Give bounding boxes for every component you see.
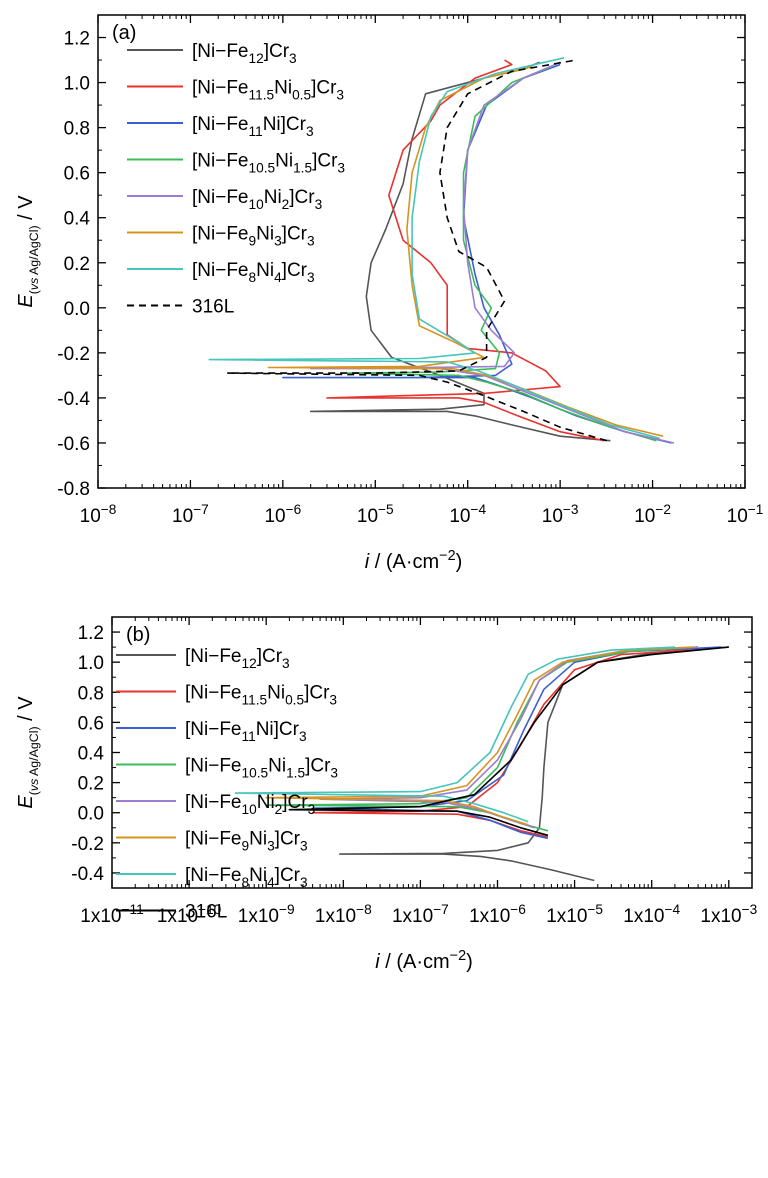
series-line-ni-fe12-cr3 <box>309 61 611 442</box>
legend: [Ni−Fe12]Cr3​ [Ni−Fe11.5Ni0.5]Cr3​ [Ni−Fe1… <box>116 646 338 923</box>
y-tick-label: 0.2 <box>78 774 104 795</box>
y-tick-label: 0.0 <box>78 804 104 825</box>
x-tick-label: 1x10−4​ <box>623 902 680 927</box>
x-tick-label: 10−8​ <box>80 502 117 527</box>
y-tick-label: -0.4 <box>71 864 104 885</box>
series-line-316l <box>288 646 729 837</box>
y-tick-label: -0.2 <box>57 344 90 365</box>
x-tick-label: 1x10−5​ <box>546 902 603 927</box>
legend-label-ni-fe10ni2-cr3: [Ni−Fe10Ni2]Cr3​ <box>192 187 322 212</box>
legend-label-ni-fe10-5ni1-5-cr3: [Ni−Fe10.5Ni1.5]Cr3​ <box>185 756 338 781</box>
legend-label-ni-fe12-cr3: [Ni−Fe12]Cr3​ <box>192 41 297 66</box>
series-line-ni-fe8ni4-cr3 <box>208 57 661 440</box>
series-line-ni-fe10ni2-cr3 <box>309 61 675 444</box>
x-tick-label: 10−2​ <box>634 502 671 527</box>
x-tick-label: 10−5​ <box>357 502 394 527</box>
legend-label-ni-fe10-5ni1-5-cr3: [Ni−Fe10.5Ni1.5]Cr3​ <box>192 151 345 176</box>
legend-label-ni-fe9ni3-cr3: [Ni−Fe9Ni3]Cr3​ <box>192 224 315 249</box>
legend-label-316l: 316L <box>192 297 234 318</box>
x-tick-label: 1x10−6​ <box>469 902 526 927</box>
y-tick-label: 1.0 <box>78 653 104 674</box>
y-tick-label: 0.8 <box>78 683 104 704</box>
y-tick-label: 0.8 <box>64 119 90 140</box>
x-tick-label: 1x10−3​ <box>700 902 757 927</box>
y-tick-label: 1.0 <box>64 74 90 95</box>
panel-label: (b) <box>126 624 150 646</box>
x-tick-label: 1x10−7​ <box>392 902 449 927</box>
y-tick-label: -0.6 <box>57 434 90 455</box>
x-tick-label: 10−1​ <box>727 502 764 527</box>
legend-label-ni-fe8ni4-cr3: [Ni−Fe8Ni4]Cr3​ <box>185 865 308 890</box>
x-tick-label: 10−4​ <box>449 502 486 527</box>
series-line-ni-fe12-cr3 <box>339 649 689 882</box>
x-tick-label: 1x10−9​ <box>238 902 295 927</box>
y-tick-label: 0.6 <box>64 164 90 185</box>
series-line-ni-fe10-5ni1-5-cr3 <box>346 66 657 442</box>
x-tick-label: 1x10−11​ <box>80 902 143 927</box>
series-line-ni-fe10ni2-cr3 <box>319 646 699 829</box>
legend-label-316l: 316L <box>185 902 227 923</box>
y-axis-title: E(vs Ag/AgCl) / V <box>15 696 41 809</box>
y-tick-label: 0.6 <box>78 713 104 734</box>
legend: [Ni−Fe12]Cr3​ [Ni−Fe11.5Ni0.5]Cr3​ [Ni−Fe1… <box>127 41 345 318</box>
panel-b: 1x10−11​1x10−10​1x10−9​1x10−8​1x10−7​1x1… <box>15 616 757 973</box>
series-line-ni-fe9ni3-cr3 <box>265 646 694 826</box>
legend-label-ni-fe10ni2-cr3: [Ni−Fe10Ni2]Cr3​ <box>185 792 315 817</box>
y-tick-label: -0.2 <box>71 834 104 855</box>
y-tick-label: 0.4 <box>64 209 91 230</box>
y-tick-label: -0.8 <box>57 479 90 500</box>
y-tick-label: 1.2 <box>64 29 90 50</box>
panel-label: (a) <box>112 22 136 44</box>
legend-label-ni-fe11-5ni0-5-cr3: [Ni−Fe11.5Ni0.5]Cr3​ <box>185 683 337 708</box>
x-tick-label: 1x10−8​ <box>315 902 372 927</box>
panel-a: 10−8​ 10−7​ 10−6​ 10−5​ 10−4​ 10−3​ 10−2​ 10−1​… <box>15 14 764 573</box>
y-tick-label: 0.2 <box>64 254 90 275</box>
x-axis-title: i / (A·cm−2) <box>375 948 473 973</box>
series-line-ni-fe10-5ni1-5-cr3 <box>265 646 699 832</box>
legend-label-ni-fe9ni3-cr3: [Ni−Fe9Ni3]Cr3​ <box>185 829 308 854</box>
series-line-316l <box>226 59 608 442</box>
y-tick-label: 0.4 <box>78 744 105 765</box>
y-tick-label: 0.0 <box>64 299 90 320</box>
legend-label-ni-fe12-cr3: [Ni−Fe12]Cr3​ <box>185 646 290 671</box>
y-tick-label: 1.2 <box>78 623 104 644</box>
series-line-ni-fe11ni-cr3 <box>282 63 672 444</box>
x-tick-label: 10−6​ <box>264 502 301 527</box>
x-axis-title: i / (A·cm−2) <box>365 548 463 573</box>
y-axis-title: E(vs Ag/AgCl) / V <box>15 195 41 308</box>
y-tick-label: -0.4 <box>57 389 90 410</box>
legend-label-ni-fe11-5ni0-5-cr3: [Ni−Fe11.5Ni0.5]Cr3​ <box>192 78 344 103</box>
x-tick-label: 10−3​ <box>542 502 579 527</box>
x-tick-label: 10−7​ <box>172 502 209 527</box>
legend-label-ni-fe11ni-cr3: [Ni−Fe11Ni]Cr3​ <box>185 719 307 744</box>
plot-frame <box>97 14 746 489</box>
legend-label-ni-fe8ni4-cr3: [Ni−Fe8Ni4]Cr3​ <box>192 260 315 285</box>
series-line-ni-fe11ni-cr3 <box>311 646 722 840</box>
series-line-ni-fe8ni4-cr3 <box>234 646 675 823</box>
legend-label-ni-fe11ni-cr3: [Ni−Fe11Ni]Cr3​ <box>192 114 314 139</box>
